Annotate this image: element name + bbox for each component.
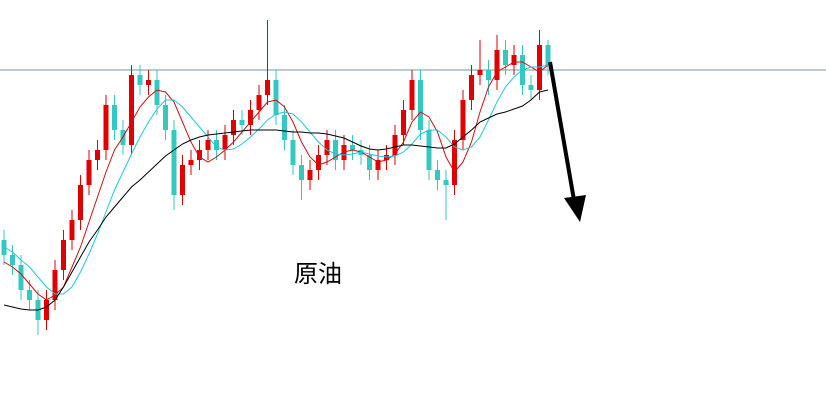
candle-body bbox=[460, 100, 466, 140]
candle-body bbox=[477, 70, 483, 75]
candle-body bbox=[375, 160, 381, 170]
moving-average-line bbox=[3, 61, 549, 301]
candle-body bbox=[129, 75, 134, 145]
arrow bbox=[548, 61, 586, 222]
candle-body bbox=[392, 135, 398, 155]
candle-body bbox=[27, 290, 32, 300]
candle-body bbox=[61, 240, 66, 270]
candle-body bbox=[316, 155, 321, 170]
moving-average-line bbox=[3, 64, 549, 295]
candle-body bbox=[188, 160, 194, 165]
candle-body bbox=[324, 140, 330, 155]
candle-body bbox=[273, 80, 279, 115]
candle-body bbox=[486, 70, 491, 80]
candle-body bbox=[239, 120, 245, 125]
candle-body bbox=[95, 150, 100, 160]
candle-body bbox=[44, 300, 49, 320]
candle-body bbox=[69, 220, 75, 240]
candle-body bbox=[545, 45, 551, 65]
candle-body bbox=[367, 155, 372, 170]
moving-average-line bbox=[3, 89, 549, 311]
candle-body bbox=[503, 50, 508, 65]
chart-label: 原油 bbox=[294, 260, 342, 288]
candle-body bbox=[18, 265, 24, 290]
plot-area bbox=[0, 20, 826, 335]
candle-body bbox=[248, 110, 253, 125]
candle-body bbox=[299, 165, 304, 180]
candle-body bbox=[180, 165, 185, 195]
candle-body bbox=[307, 170, 313, 180]
candle-body bbox=[265, 80, 270, 95]
candle-body bbox=[52, 270, 58, 300]
candle-body bbox=[452, 140, 457, 185]
candle-body bbox=[214, 140, 219, 150]
candle-body bbox=[528, 85, 534, 90]
candle-body bbox=[137, 75, 143, 85]
candle-body bbox=[333, 140, 338, 160]
candle-body bbox=[435, 170, 440, 180]
candle-body bbox=[103, 105, 109, 150]
candle-body bbox=[418, 80, 423, 130]
candle-body bbox=[231, 120, 236, 135]
candle-body bbox=[146, 80, 151, 85]
candle-body bbox=[469, 75, 474, 100]
candle-body bbox=[222, 135, 228, 150]
candle-body bbox=[154, 80, 160, 105]
candle-body bbox=[197, 150, 202, 160]
candle-body bbox=[426, 130, 432, 170]
candle-body bbox=[511, 55, 517, 65]
candle-body bbox=[86, 160, 92, 185]
candle-body bbox=[290, 140, 296, 165]
candle-body bbox=[205, 140, 211, 150]
candle-body bbox=[443, 180, 449, 185]
candle-body bbox=[409, 80, 415, 110]
candle-body bbox=[350, 145, 355, 150]
candle-body bbox=[401, 110, 406, 135]
candle-body bbox=[256, 95, 262, 110]
candle-body bbox=[78, 185, 83, 220]
candle-body bbox=[282, 115, 287, 140]
candle-body bbox=[494, 50, 500, 80]
candle-body bbox=[171, 130, 177, 195]
candle-body bbox=[10, 255, 15, 265]
candle-body bbox=[163, 105, 168, 130]
candle-body bbox=[112, 105, 117, 130]
